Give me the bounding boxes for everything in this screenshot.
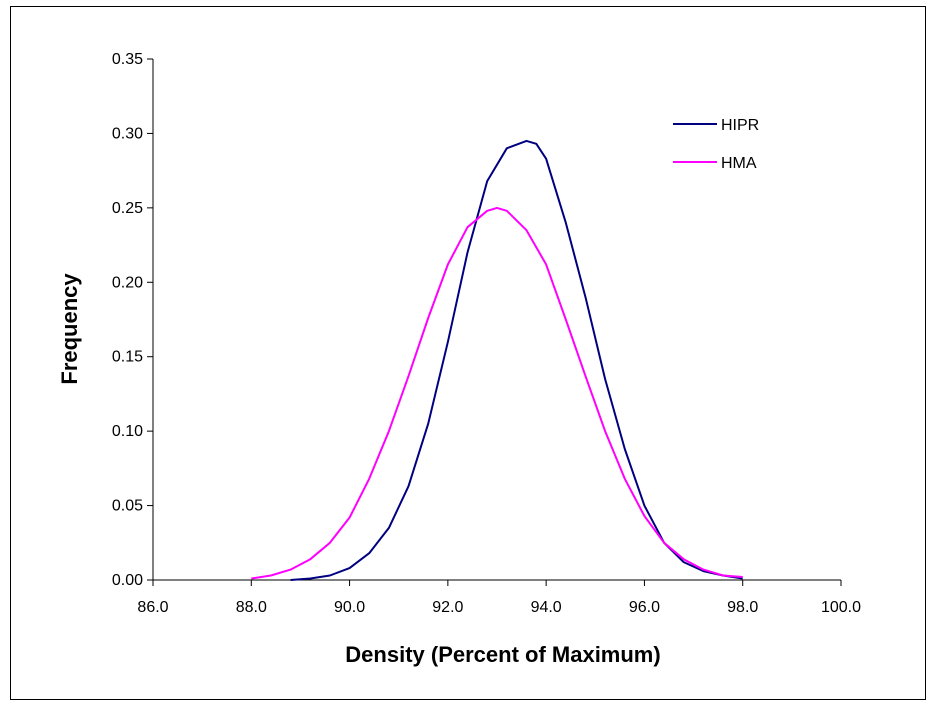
x-tick-label: 94.0 xyxy=(531,599,562,616)
y-tick-label: 0.10 xyxy=(112,423,143,440)
legend-label-hma: HMA xyxy=(721,155,757,172)
x-tick-label: 90.0 xyxy=(334,599,365,616)
line-chart: 0.00 0.05 0.10 0.15 0.20 0.25 0.30 0.35 86.0 88.0… xyxy=(57,51,861,667)
series-lines xyxy=(251,139,743,581)
legend: HIPR HMA xyxy=(673,117,759,172)
series-line-hma xyxy=(251,206,743,580)
y-tick-label: 0.25 xyxy=(112,200,143,217)
y-tick-label: 0.00 xyxy=(112,572,143,589)
chart-frame: 0.00 0.05 0.10 0.15 0.20 0.25 0.30 0.35 86.0 88.0… xyxy=(10,6,926,700)
x-axis-title: Density (Percent of Maximum) xyxy=(345,642,660,667)
y-tick-label: 0.20 xyxy=(112,274,143,291)
x-tick-label: 86.0 xyxy=(137,599,168,616)
x-tick-label: 88.0 xyxy=(236,599,267,616)
axes xyxy=(152,59,841,581)
y-tick-label: 0.15 xyxy=(112,349,143,366)
tick-marks: 0.00 0.05 0.10 0.15 0.20 0.25 0.30 0.35 86.0 88.0… xyxy=(112,51,861,616)
y-axis-title: Frequency xyxy=(57,273,82,385)
x-tick-label: 98.0 xyxy=(727,599,758,616)
y-tick-label: 0.30 xyxy=(112,125,143,142)
series-line-hipr xyxy=(290,139,743,581)
y-tick-label: 0.05 xyxy=(112,498,143,515)
legend-label-hipr: HIPR xyxy=(721,117,759,134)
x-tick-label: 100.0 xyxy=(821,599,861,616)
y-tick-label: 0.35 xyxy=(112,51,143,68)
x-tick-label: 92.0 xyxy=(432,599,463,616)
x-tick-label: 96.0 xyxy=(629,599,660,616)
